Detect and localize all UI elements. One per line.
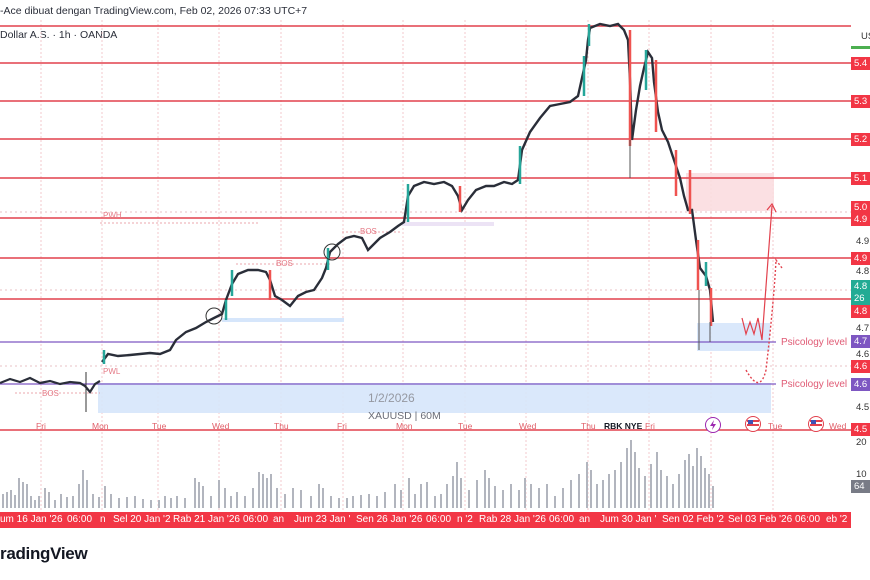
volume-tick: 20: [856, 437, 867, 448]
grid-horizontal: [0, 211, 851, 367]
day-label: Thu: [581, 421, 596, 431]
candles: [0, 22, 715, 412]
projection-solid: [741, 205, 773, 341]
supply-zone: [686, 173, 774, 211]
symbol-info: Dollar A.S. · 1h · OANDA: [0, 29, 118, 41]
current-price-tag: 4.8: [851, 280, 870, 293]
time-label: 06:00: [426, 514, 452, 525]
day-label: Wed: [212, 421, 230, 431]
psychology-price-tag: 4.6: [851, 378, 870, 391]
volume-bars: [2, 440, 714, 508]
circle-marker-1: [205, 307, 223, 325]
time-label: Jum 23 Jan ': [294, 514, 351, 525]
time-label: n '2: [457, 514, 473, 525]
time-label: Sel 03 Feb '26: [728, 514, 793, 525]
watermark-symbol: XAUUSD | 60M: [368, 410, 441, 422]
key-levels: [0, 25, 851, 431]
time-label: um 16 Jan '26: [0, 514, 63, 525]
price-tag: 5.3: [851, 95, 870, 108]
time-label: 06:00: [795, 514, 821, 525]
price-tick: 4.5: [856, 402, 870, 413]
time-label: Jum 30 Jan ': [600, 514, 657, 525]
bos-label-3: BOS: [360, 227, 377, 236]
time-label: Rab 28 Jan '26: [479, 514, 546, 525]
price-tag: 5.4: [851, 57, 870, 70]
grid-vertical: [40, 20, 774, 510]
time-label: 06:00: [67, 514, 93, 525]
day-label: Tue: [768, 421, 783, 431]
us-flag-event-icon[interactable]: [808, 416, 824, 432]
time-label: Sel 20 Jan '2: [113, 514, 171, 525]
day-label: Mon: [92, 421, 109, 431]
time-label: Sen 26 Jan '26: [356, 514, 423, 525]
pwh-label: PWH: [103, 211, 122, 220]
watermark-date: 1/2/2026: [368, 391, 415, 405]
price-tag: 5.0: [851, 201, 870, 214]
price-tag: 4.9: [851, 213, 870, 226]
day-label: Tue: [152, 421, 167, 431]
time-label: eb '2: [826, 514, 848, 525]
day-label: Wed: [829, 421, 847, 431]
price-tick: 4.9: [856, 236, 870, 247]
psychology-level-label-1: Psicology level: [781, 337, 848, 348]
day-label: Wed: [519, 421, 537, 431]
order-block-2: [402, 222, 494, 226]
price-tag: 5.2: [851, 133, 870, 146]
time-label: Sen 02 Feb '2: [662, 514, 724, 525]
day-label: Fri: [337, 421, 347, 431]
price-tag: 5.1: [851, 172, 870, 185]
day-label: Fri: [645, 421, 655, 431]
day-label: Tue: [458, 421, 473, 431]
day-label: Fri: [36, 421, 46, 431]
price-tag: 4.6: [851, 360, 870, 373]
psychology-level-label-2: Psicology level: [781, 379, 848, 390]
lightning-event-icon[interactable]: [705, 417, 721, 433]
chart-caption: -Ace dibuat dengan TradingView.com, Feb …: [0, 5, 308, 17]
price-tag: 4.8: [851, 305, 870, 318]
order-block-1: [222, 318, 344, 322]
event-label: RBK NYE: [604, 421, 643, 431]
bos-label-1: BOS: [42, 389, 59, 398]
price-indicator-bar: [851, 46, 870, 49]
day-label: Thu: [274, 421, 289, 431]
time-label: n: [100, 514, 106, 525]
psychology-lines: [0, 341, 776, 385]
time-axis[interactable]: um 16 Jan '26 06:00 n Sel 20 Jan '2 Rab …: [0, 512, 851, 528]
volume-tick: 10: [856, 469, 867, 480]
psychology-price-tag: 4.7: [851, 335, 870, 348]
price-tick: 4.7: [856, 323, 870, 334]
us-flag-event-icon[interactable]: [745, 416, 761, 432]
price-tag: 4.5: [851, 423, 870, 436]
time-label: an: [579, 514, 591, 525]
price-tag: 4.9: [851, 252, 870, 265]
day-label: Mon: [396, 421, 413, 431]
countdown-tag: 26: [851, 292, 870, 305]
price-chart[interactable]: [0, 0, 870, 530]
circle-marker-2: [323, 243, 341, 261]
projection-dotted: [745, 258, 783, 384]
bos-label-2: BOS: [276, 259, 293, 268]
time-label: Rab 21 Jan '26: [173, 514, 240, 525]
volume-tag: 64: [851, 480, 870, 493]
demand-zone-upper: [697, 323, 770, 351]
price-tick: 4.8: [856, 266, 870, 277]
tradingview-logo: radingView: [0, 544, 88, 563]
time-label: an: [273, 514, 285, 525]
price-tick: 4.6: [856, 349, 870, 360]
time-label: 06:00: [549, 514, 575, 525]
demand-zone-lower: [98, 383, 771, 413]
time-label: 06:00: [243, 514, 269, 525]
pwl-label: PWL: [103, 367, 121, 376]
currency-label: US: [861, 31, 870, 42]
